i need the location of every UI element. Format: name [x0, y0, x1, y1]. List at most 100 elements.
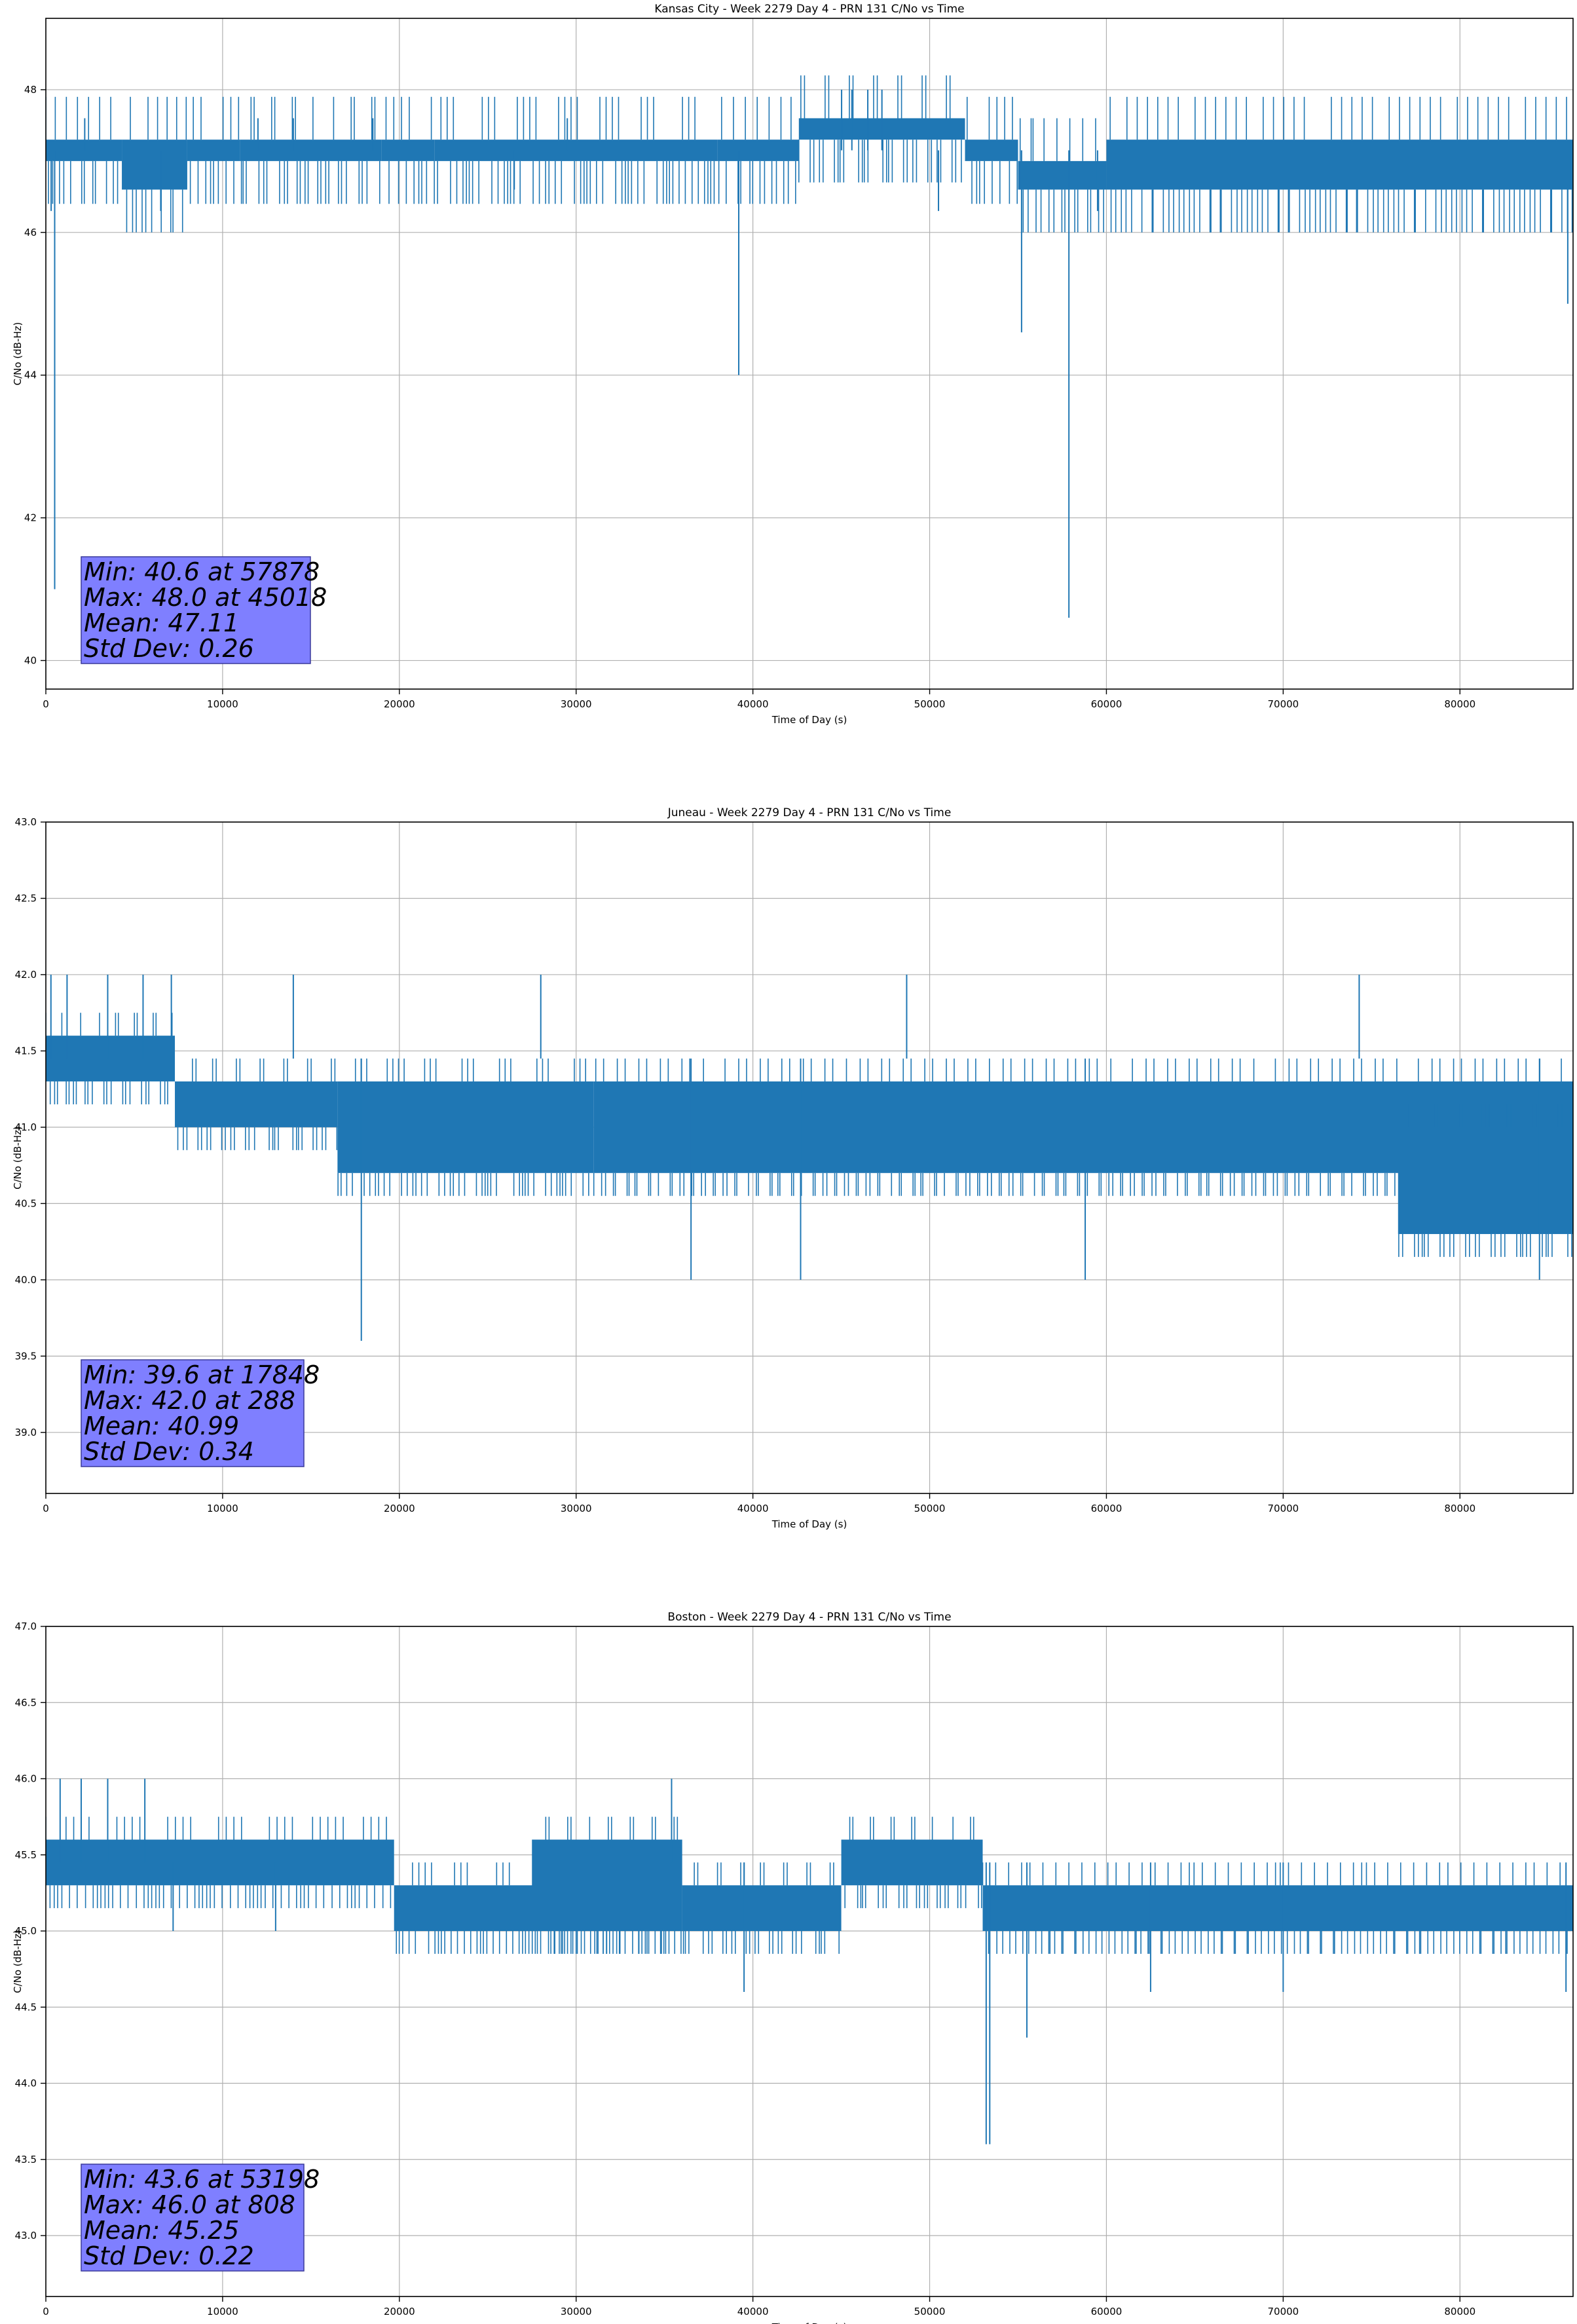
- signal-band: [240, 140, 382, 161]
- signal-band: [982, 1885, 1573, 1931]
- x-tick-label: 10000: [207, 1503, 238, 1514]
- data-series: [46, 1778, 1573, 2145]
- signal-band: [717, 140, 799, 161]
- signal-band: [187, 140, 240, 161]
- signal-band: [682, 1885, 842, 1931]
- y-tick-label: 46: [24, 227, 37, 238]
- y-tick-label: 42.0: [15, 969, 37, 981]
- signal-band: [381, 140, 435, 161]
- y-tick-label: 41.0: [15, 1121, 37, 1133]
- y-tick-label: 46.0: [15, 1773, 37, 1785]
- signal-band: [1018, 160, 1107, 190]
- x-tick-label: 10000: [207, 2306, 238, 2317]
- x-tick-label: 0: [43, 698, 49, 710]
- signal-band: [841, 1839, 983, 1886]
- y-tick-label: 47.0: [15, 1621, 37, 1632]
- x-tick-label: 30000: [561, 698, 592, 710]
- x-tick-label: 80000: [1444, 2306, 1475, 2317]
- x-axis-label: Time of Day (s): [771, 1518, 847, 1530]
- stats-line: Max: 42.0 at 288: [84, 1386, 295, 1415]
- signal-band: [46, 1036, 176, 1082]
- plot-frame: [45, 1626, 1574, 2297]
- x-tick-label: 80000: [1444, 1503, 1475, 1514]
- y-tick-label: 44.5: [15, 2001, 37, 2013]
- y-tick-label: 41.5: [15, 1045, 37, 1057]
- plot-frame: [45, 18, 1574, 690]
- y-tick-label: 40.0: [15, 1274, 37, 1286]
- x-tick-label: 0: [43, 2306, 49, 2317]
- y-tick-label: 42: [24, 512, 37, 524]
- y-tick-label: 45.5: [15, 1849, 37, 1861]
- chart-boston: 0 10000 20000 30000 40000 50000 60000 70000 8000…: [12, 1611, 1574, 2324]
- grid-lines: [45, 18, 1573, 689]
- signal-band: [1106, 140, 1573, 190]
- y-axis-label: C/No (dB-Hz): [12, 1930, 24, 1993]
- x-tick-label: 60000: [1091, 2306, 1122, 2317]
- x-tick-label: 30000: [561, 2306, 592, 2317]
- stats-line: Min: 43.6 at 53198: [84, 2165, 320, 2194]
- stats-line: Mean: 40.99: [84, 1412, 239, 1440]
- y-tick-label: 43.0: [15, 816, 37, 828]
- y-tick-label: 46.5: [15, 1696, 37, 1708]
- chart-title: Kansas City - Week 2279 Day 4 - PRN 131 …: [654, 3, 964, 16]
- stats-line: Mean: 45.25: [84, 2216, 239, 2245]
- signal-band: [337, 1081, 594, 1173]
- y-axis-label: C/No (dB-Hz): [12, 1126, 24, 1190]
- y-tick-label: 45.0: [15, 1925, 37, 1937]
- signal-band: [434, 140, 718, 161]
- data-series: [46, 75, 1573, 618]
- y-tick-label: 40: [24, 654, 37, 666]
- stats-line: Std Dev: 0.26: [84, 634, 254, 663]
- x-tick-label: 20000: [384, 2306, 415, 2317]
- x-tick-label: 10000: [207, 698, 238, 710]
- x-tick-label: 40000: [737, 1503, 769, 1514]
- x-tick-label: 30000: [561, 1503, 592, 1514]
- chart-title: Boston - Week 2279 Day 4 - PRN 131 C/No …: [667, 1611, 951, 1624]
- x-tick-label: 70000: [1267, 2306, 1299, 2317]
- plot-frame: [45, 821, 1574, 1494]
- stats-line: Std Dev: 0.22: [84, 2241, 254, 2270]
- x-tick-label: 60000: [1091, 1503, 1122, 1514]
- signal-band: [1398, 1127, 1573, 1234]
- x-tick-label: 50000: [914, 698, 946, 710]
- signal-band: [175, 1081, 338, 1127]
- chart-kansas-city: 0 10000 20000 30000 40000 50000 60000 70000 8000…: [12, 3, 1574, 726]
- x-tick-label: 20000: [384, 1503, 415, 1514]
- stats-line: Std Dev: 0.34: [84, 1437, 254, 1466]
- y-axis-label: C/No (dB-Hz): [12, 322, 24, 386]
- x-tick-label: 70000: [1267, 1503, 1299, 1514]
- x-tick-label: 0: [43, 1503, 49, 1514]
- x-tick-label: 50000: [914, 2306, 946, 2317]
- y-tick-label: 43.0: [15, 2230, 37, 2241]
- y-tick-label: 44.0: [15, 2078, 37, 2090]
- y-tick-label: 44: [24, 369, 37, 381]
- signal-band: [965, 140, 1018, 161]
- x-tick-label: 60000: [1091, 698, 1122, 710]
- stats-line: Max: 46.0 at 808: [84, 2190, 295, 2219]
- y-tick-label: 48: [24, 84, 37, 96]
- x-tick-label: 40000: [737, 698, 769, 710]
- signal-band: [46, 140, 122, 161]
- stats-line: Min: 39.6 at 17848: [84, 1360, 320, 1389]
- stats-line: Max: 48.0 at 45018: [84, 583, 327, 612]
- signal-band: [46, 1839, 394, 1886]
- x-tick-label: 40000: [737, 2306, 769, 2317]
- y-tick-label: 39.0: [15, 1427, 37, 1438]
- stats-line: Min: 40.6 at 57878: [84, 557, 320, 586]
- stats-box-background: [81, 1359, 305, 1467]
- stats-box-background: [81, 556, 311, 664]
- x-axis-label: Time of Day (s): [771, 2321, 847, 2324]
- chart-juneau: 0 10000 20000 30000 40000 50000 60000 70000 8000…: [12, 806, 1574, 1530]
- signal-band: [122, 140, 187, 190]
- y-tick-label: 40.5: [15, 1197, 37, 1209]
- signal-band: [532, 1839, 682, 1931]
- y-tick-label: 43.5: [15, 2154, 37, 2165]
- chart-title: Juneau - Week 2279 Day 4 - PRN 131 C/No …: [667, 806, 952, 819]
- y-tick-label: 39.5: [15, 1350, 37, 1362]
- x-tick-label: 80000: [1444, 698, 1475, 710]
- x-tick-label: 50000: [914, 1503, 946, 1514]
